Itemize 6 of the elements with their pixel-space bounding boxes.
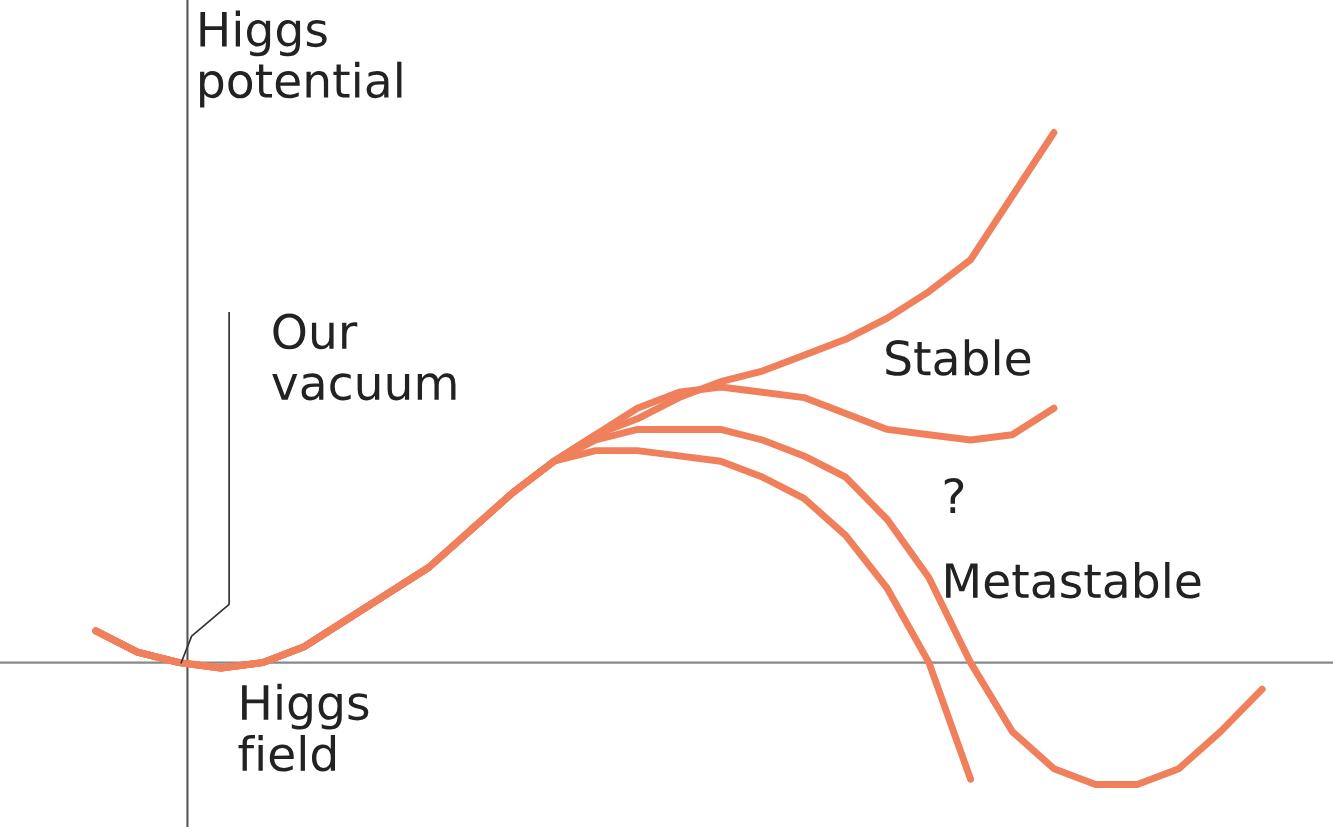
x-axis-title: Higgs field (238, 683, 369, 772)
annotation: Our vacuum (272, 313, 456, 401)
y-axis-title: Higgs potential (200, 10, 402, 108)
annotation: Metastable (946, 561, 1201, 599)
annotation: ? (944, 477, 964, 513)
annotation: Stable (886, 339, 1031, 376)
